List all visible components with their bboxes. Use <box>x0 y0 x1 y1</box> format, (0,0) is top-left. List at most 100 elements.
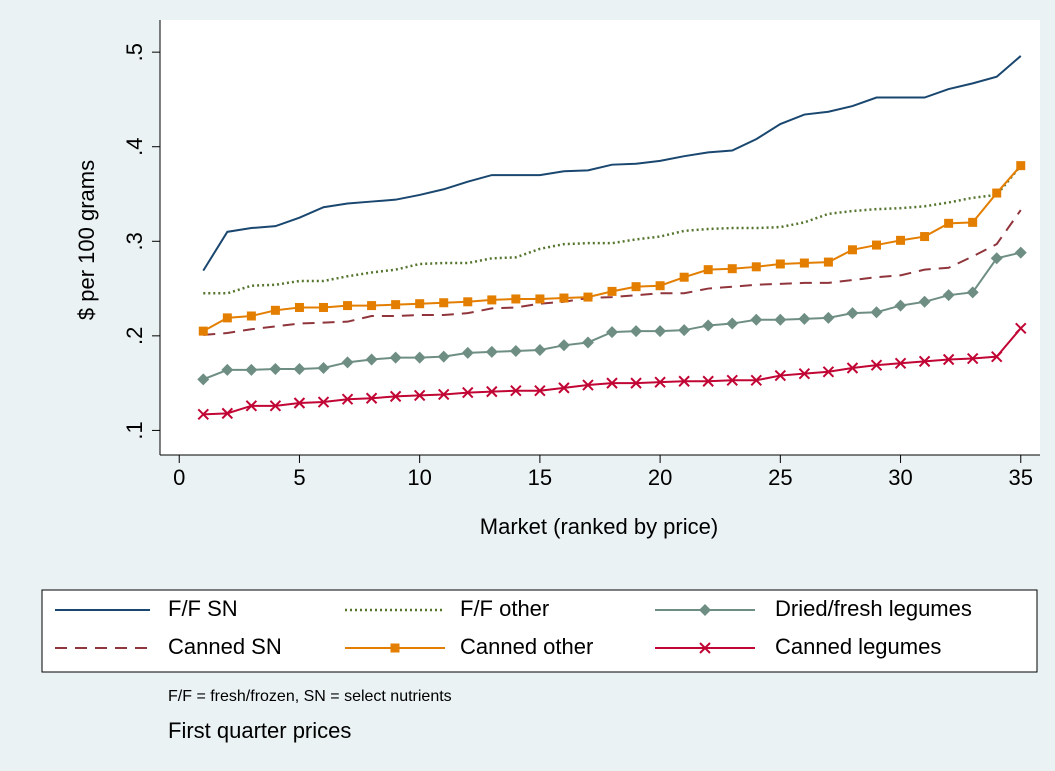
marker <box>775 259 785 269</box>
marker <box>992 188 1002 198</box>
marker <box>655 281 665 291</box>
series-line <box>203 164 1022 295</box>
marker <box>581 336 594 349</box>
marker <box>487 295 497 305</box>
marker <box>678 324 691 337</box>
marker <box>317 396 330 408</box>
marker <box>966 286 979 299</box>
legend-label: Canned legumes <box>775 634 941 659</box>
marker <box>654 376 666 388</box>
marker <box>631 282 641 292</box>
marker <box>799 258 809 268</box>
marker <box>606 377 618 389</box>
y-tick-label: .3 <box>122 232 147 250</box>
marker <box>942 353 955 366</box>
plot-area <box>160 20 1040 455</box>
marker <box>968 217 978 227</box>
marker <box>942 289 955 302</box>
marker <box>630 377 642 389</box>
marker <box>822 311 835 324</box>
marker <box>872 240 882 250</box>
marker <box>1015 322 1027 334</box>
marker <box>774 313 787 326</box>
legend-label: F/F other <box>460 596 549 621</box>
marker <box>245 400 258 412</box>
marker <box>197 408 209 421</box>
series-line <box>203 209 1022 336</box>
marker <box>750 374 762 387</box>
marker <box>918 355 931 368</box>
marker <box>920 232 930 242</box>
marker <box>557 339 570 352</box>
marker <box>439 298 449 308</box>
marker <box>774 369 787 382</box>
marker <box>221 407 234 420</box>
marker <box>269 400 282 412</box>
marker <box>630 325 643 338</box>
legend-box <box>41 589 1038 673</box>
x-axis-label: Market (ranked by price) <box>480 514 718 539</box>
marker <box>846 307 859 320</box>
marker <box>511 294 521 304</box>
marker <box>317 362 330 374</box>
marker <box>462 386 474 399</box>
marker <box>559 293 569 303</box>
legend-label: Canned other <box>460 634 593 659</box>
marker <box>966 352 979 365</box>
x-tick-label: 5 <box>293 465 305 490</box>
y-tick-label: .5 <box>122 43 147 61</box>
marker <box>413 351 426 364</box>
marker <box>846 362 859 374</box>
marker <box>294 302 304 312</box>
x-tick-label: 15 <box>528 465 552 490</box>
marker <box>391 300 401 310</box>
marker <box>607 286 617 296</box>
caption: First quarter prices <box>168 718 351 743</box>
marker <box>896 235 906 245</box>
marker <box>245 363 258 376</box>
x-tick-label: 30 <box>888 465 912 490</box>
marker <box>390 643 400 653</box>
marker <box>269 362 282 375</box>
marker <box>389 351 402 364</box>
marker <box>583 292 593 302</box>
marker <box>221 363 234 376</box>
marker <box>415 299 425 309</box>
marker <box>270 305 280 315</box>
y-tick-label: .1 <box>122 421 147 439</box>
marker <box>341 393 354 405</box>
marker <box>699 604 711 616</box>
marker <box>823 257 833 267</box>
marker <box>726 374 738 387</box>
legend-label: F/F SN <box>168 596 238 621</box>
marker <box>367 301 377 311</box>
marker <box>699 642 711 654</box>
marker <box>750 313 763 326</box>
marker <box>246 311 256 321</box>
marker <box>702 375 714 387</box>
marker <box>582 379 594 391</box>
legend-label: Canned SN <box>168 634 282 659</box>
marker <box>1016 161 1026 171</box>
y-tick-label: .2 <box>122 327 147 345</box>
marker <box>197 373 210 386</box>
marker <box>461 346 474 359</box>
x-tick-label: 10 <box>407 465 431 490</box>
marker <box>990 252 1003 265</box>
marker <box>198 326 208 336</box>
marker <box>437 350 450 363</box>
marker <box>727 264 737 274</box>
marker <box>463 297 473 307</box>
marker <box>798 312 811 325</box>
marker <box>558 382 570 394</box>
marker <box>413 389 426 402</box>
y-tick-label: .4 <box>122 138 147 156</box>
marker <box>726 317 739 330</box>
marker <box>751 262 761 272</box>
marker <box>509 344 522 357</box>
x-tick-label: 0 <box>173 465 185 490</box>
marker <box>678 375 690 387</box>
series-line <box>202 55 1022 272</box>
marker <box>679 272 689 282</box>
marker <box>293 362 306 375</box>
